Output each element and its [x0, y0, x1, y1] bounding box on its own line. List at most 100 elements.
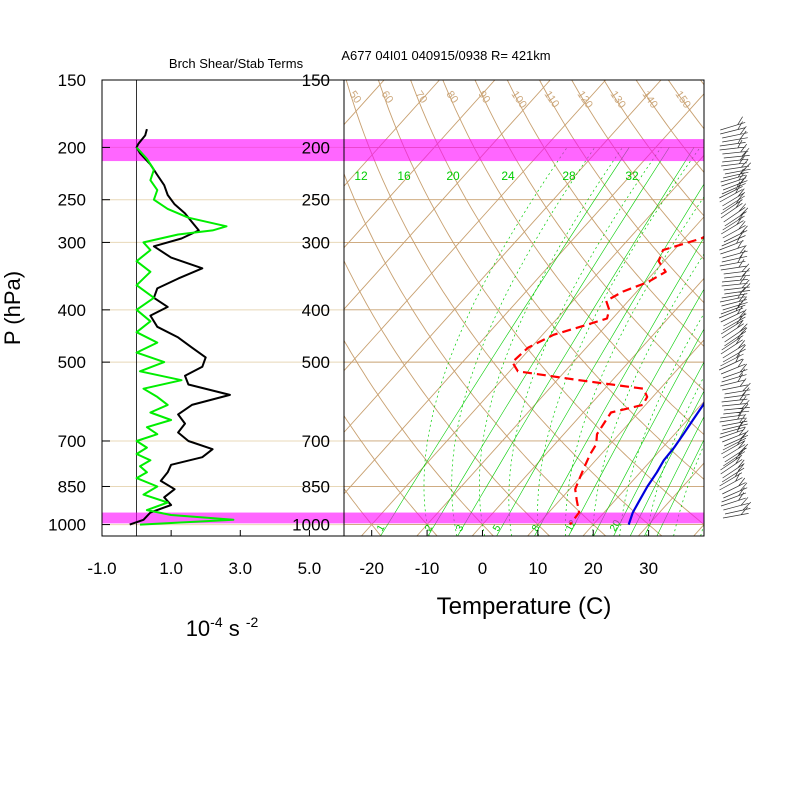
isotherm — [471, 277, 704, 536]
mixing-ratio-line — [629, 390, 704, 536]
moist-adiabat — [619, 312, 704, 536]
right-highlight-bands — [344, 139, 704, 524]
dry-adiabat — [345, 80, 663, 536]
dry-adiabat-label: 150 — [673, 89, 693, 111]
dry-adiabat — [765, 80, 800, 536]
x-tick-label: 5.0 — [298, 559, 322, 578]
mixing-ratio-label: 24 — [501, 169, 515, 183]
mixing-ratio-line — [568, 288, 704, 536]
dry-adiabat — [474, 80, 704, 391]
mixing-ratio-line — [656, 439, 704, 536]
isotherm — [527, 339, 704, 536]
dry-adiabat-label: 80 — [444, 89, 461, 106]
right-plot-frame — [343, 79, 705, 537]
temperature-tick-label: -10 — [415, 559, 440, 578]
dry-adiabat — [344, 415, 438, 536]
dry-adiabat — [539, 80, 704, 304]
left-y-axis: 150 200 250 300 400 500 700 850 1000 — [48, 71, 110, 535]
y-tick-label: 850 — [58, 477, 86, 496]
mixing-ratio-line — [496, 183, 704, 536]
pressure-tick-label: 850 — [302, 477, 330, 496]
shear-stability-panel: 150 200 250 300 400 500 700 850 1000 -1.0 1.0 3.0 5… — [0, 56, 345, 641]
dry-adiabat — [344, 339, 494, 536]
left-x-axis: -1.0 1.0 3.0 5.0 — [87, 530, 321, 578]
bottom-ratio-label: 3 — [454, 523, 467, 534]
dry-adiabat — [344, 259, 550, 536]
dry-adiabat — [377, 80, 704, 526]
shear-line — [129, 128, 231, 526]
mixing-ratio-line — [534, 237, 704, 536]
moist-adiabat — [479, 147, 623, 536]
bottom-ratio-label: 5 — [491, 523, 504, 534]
x-tick-label: 1.0 — [159, 559, 183, 578]
right-y-axis: 150 200 250 300 400 500 700 850 1000 — [292, 71, 330, 535]
moist-adiabat — [673, 444, 704, 536]
pressure-tick-label: 250 — [302, 191, 330, 210]
pressure-tick-label: 300 — [302, 233, 330, 252]
moist-adiabat — [508, 147, 662, 536]
left-panel-title: Brch Shear/Stab Terms — [169, 56, 304, 71]
dry-adiabat-label: 50 — [347, 89, 364, 106]
moist-adiabat — [537, 147, 701, 536]
mixing-ratio-line — [613, 361, 704, 536]
wind-barbs — [718, 116, 752, 519]
dry-adiabat — [344, 487, 382, 536]
pressure-tick-label: 200 — [302, 138, 330, 157]
dry-adiabat-label: 140 — [640, 89, 660, 111]
dry-adiabat — [506, 80, 704, 347]
temperature-profile — [627, 400, 704, 525]
mixing-ratio-label: 20 — [446, 169, 460, 183]
moist-adiabat — [592, 253, 704, 536]
isotherm — [693, 523, 704, 536]
y-tick-label: 500 — [58, 353, 86, 372]
dry-adiabat-label: 90 — [476, 89, 493, 106]
dewpoint-profile — [511, 235, 704, 526]
x-tick-label: 3.0 — [228, 559, 252, 578]
dry-adiabat-label: 70 — [413, 89, 430, 106]
y-tick-label: 250 — [58, 191, 86, 210]
pressure-tick-label: 1000 — [292, 516, 330, 535]
mixing-ratio-label: 16 — [397, 169, 411, 183]
y-tick-label: 400 — [58, 301, 86, 320]
moist-adiabat — [423, 147, 568, 536]
isotherm — [416, 216, 704, 536]
mixing-ratio-label: 32 — [625, 169, 639, 183]
y-tick-label: 1000 — [48, 516, 86, 535]
y-tick-label: 150 — [58, 71, 86, 90]
highlight-band — [102, 512, 344, 524]
right-series-layer — [511, 235, 704, 526]
temperature-tick-label: 30 — [639, 559, 658, 578]
dry-adiabat-label: 110 — [542, 89, 562, 110]
moist-adiabat — [565, 196, 704, 536]
mixing-ratio-line — [593, 328, 704, 536]
dry-adiabat-label: 120 — [575, 89, 595, 111]
bottom-ratio-label: 1 — [375, 523, 388, 534]
pressure-tick-label: 500 — [302, 353, 330, 372]
pressure-tick-label: 700 — [302, 432, 330, 451]
dry-adiabat — [442, 80, 704, 436]
right-x-axis: -20 -10 0 10 20 30 — [359, 530, 658, 578]
pressure-tick-label: 400 — [302, 301, 330, 320]
mixing-ratio-line — [644, 416, 704, 536]
y-tick-label: 200 — [58, 138, 86, 157]
temperature-axis-label: Temperature (C) — [437, 593, 612, 620]
mixing-ratio-line — [380, 147, 630, 536]
temperature-tick-label: 0 — [478, 559, 487, 578]
stability-line — [135, 146, 235, 526]
bottom-ratio-label: 2 — [423, 523, 436, 534]
mixing-ratio-line — [457, 147, 695, 536]
temperature-tick-label: 20 — [584, 559, 603, 578]
highlight-band — [102, 139, 344, 162]
dry-adiabat-label: 60 — [379, 89, 396, 106]
dry-adiabat — [700, 80, 704, 86]
left-highlight-bands — [102, 139, 344, 524]
left-x-axis-label: 10-4 s -2 — [186, 614, 259, 641]
left-grid — [102, 80, 344, 536]
mixing-ratio-line — [427, 147, 670, 536]
highlight-band — [344, 512, 704, 524]
wind-barb-column — [718, 116, 752, 519]
y-axis-label: P (hPa) — [0, 271, 25, 345]
left-series-layer — [129, 128, 235, 526]
